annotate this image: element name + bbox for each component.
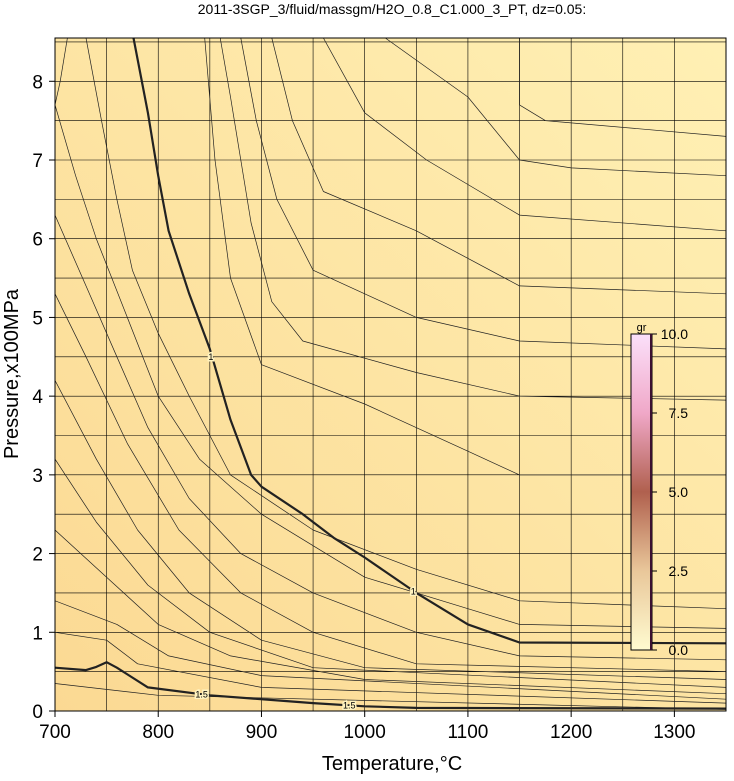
y-tick-label: 8	[32, 72, 43, 93]
contour-line	[55, 529, 726, 695]
contour-line	[55, 38, 68, 105]
colorbar-tick-label: 10.0	[661, 326, 688, 342]
contour-line	[55, 214, 726, 661]
colorbar-tick-label: 2.5	[669, 563, 689, 579]
x-tick-label: 1000	[344, 722, 386, 743]
contour-line	[385, 38, 726, 177]
y-tick-label: 7	[32, 151, 43, 172]
x-tick-label: 1300	[653, 722, 695, 743]
x-tick-label: 1200	[550, 722, 592, 743]
plot-frame	[54, 37, 727, 712]
contour-line	[85, 38, 726, 610]
contour-line	[55, 661, 726, 710]
y-tick-label: 6	[32, 230, 43, 251]
contour-line	[132, 38, 726, 645]
y-tick-label: 3	[32, 466, 43, 487]
y-tick-label: 5	[32, 308, 43, 329]
colorbar-tick-label: 0.0	[669, 642, 689, 658]
y-axis-label: Pressure,x100MPa	[1, 288, 23, 459]
x-tick-label: 800	[142, 722, 174, 743]
y-tick-label: 0	[32, 702, 43, 723]
colorbar-tick-label: 7.5	[669, 405, 689, 421]
plot-background	[55, 38, 726, 711]
contour-line	[55, 293, 726, 672]
y-tick-label: 2	[32, 545, 43, 566]
x-tick-label: 700	[39, 722, 71, 743]
y-tick-label: 1	[32, 623, 43, 644]
x-axis-label: Temperature,°C	[322, 753, 462, 775]
contour-label: 1.5	[195, 689, 208, 699]
x-tick-label: 900	[246, 722, 278, 743]
colorbar-label: gr	[637, 322, 647, 334]
contour-line	[55, 683, 726, 710]
contour-line	[55, 380, 726, 680]
chart-title: 2011-3SGP_3/fluid/massgm/H2O_0.8_C1.000_…	[198, 1, 586, 17]
contour-label: 1	[411, 586, 416, 596]
contour-line	[55, 600, 726, 700]
contour-line	[519, 38, 726, 137]
contour-label: 1.5	[343, 700, 356, 710]
contour-line	[55, 458, 726, 688]
colorbar	[630, 333, 653, 651]
contour-line	[204, 38, 726, 476]
y-tick-label: 4	[32, 387, 43, 408]
contour-line	[323, 38, 726, 232]
contour-line	[55, 631, 726, 704]
contour-line	[55, 104, 726, 629]
x-tick-label: 1100	[447, 722, 488, 743]
contour-line	[271, 38, 726, 295]
contour-label: 1	[208, 352, 213, 362]
contours: 1 1 1.5 1.5	[55, 38, 726, 711]
contour-line	[240, 38, 726, 350]
colorbar-tick-label: 5.0	[669, 484, 689, 500]
contour-line	[219, 38, 726, 401]
